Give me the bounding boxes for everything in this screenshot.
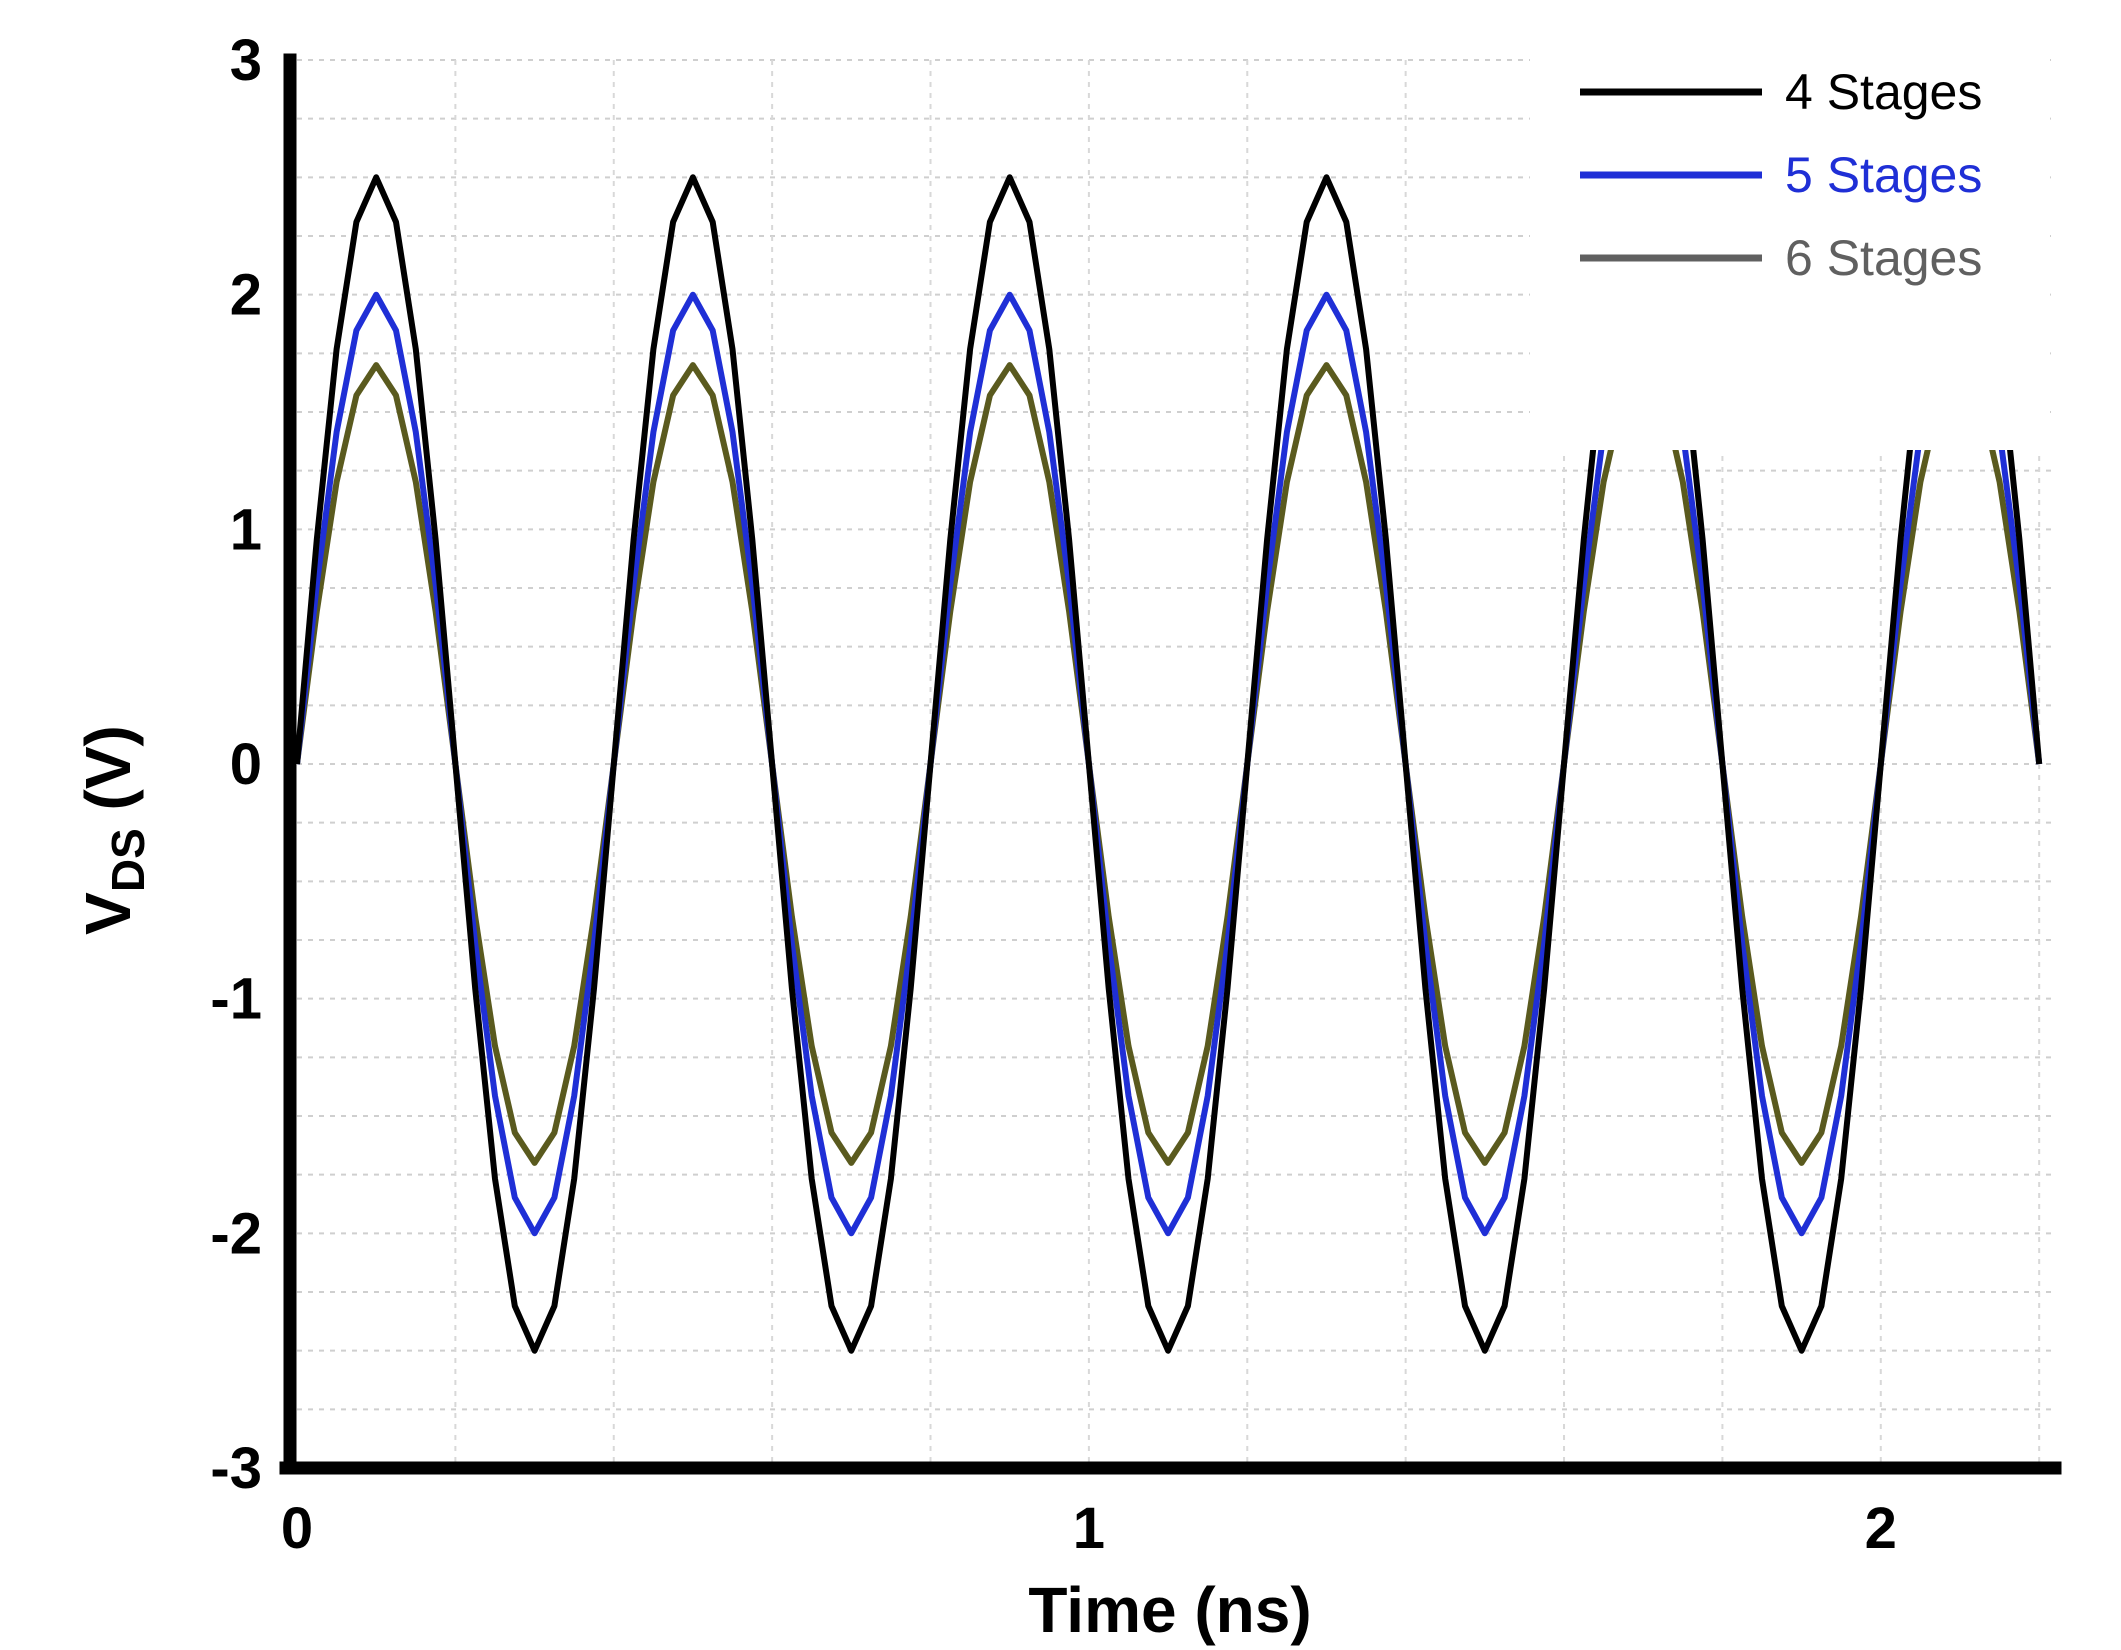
x-tick-label: 2 xyxy=(1865,1496,1897,1561)
y-tick-label: -1 xyxy=(210,967,262,1032)
y-tick-label: -2 xyxy=(210,1201,262,1266)
legend-label-4-stages: 4 Stages xyxy=(1785,64,1982,120)
legend-label-5-stages: 5 Stages xyxy=(1785,147,1982,203)
x-axis-title: Time (ns) xyxy=(1028,1574,1311,1646)
y-tick-label: 1 xyxy=(230,497,262,562)
series-line-5-stages xyxy=(294,291,2043,1237)
y-tick-label: 2 xyxy=(230,263,262,328)
y-tick-label: -3 xyxy=(210,1436,262,1501)
legend: 4 Stages 5 Stages 6 Stages xyxy=(1580,64,1982,286)
x-tick-label: 0 xyxy=(281,1496,313,1561)
series-line-4-stages xyxy=(294,174,2043,1354)
legend-background xyxy=(1530,35,2050,450)
y-axis-title-subscript: DS xyxy=(102,828,154,892)
y-tick-label: 0 xyxy=(230,732,262,797)
x-tick-label: 1 xyxy=(1073,1496,1105,1561)
series-lines xyxy=(294,174,2043,1354)
y-axis-title-unit: (V) xyxy=(72,725,144,828)
y-axis-title-main: V xyxy=(72,892,144,935)
y-tick-label: 3 xyxy=(230,28,262,93)
legend-label-6-stages: 6 Stages xyxy=(1785,230,1982,286)
tick-labels: 3 2 1 0 -1 -2 -3 0 1 2 xyxy=(210,28,1896,1561)
series-line-6-stages xyxy=(294,362,2043,1166)
y-axis-title: VDS (V) xyxy=(72,725,154,935)
